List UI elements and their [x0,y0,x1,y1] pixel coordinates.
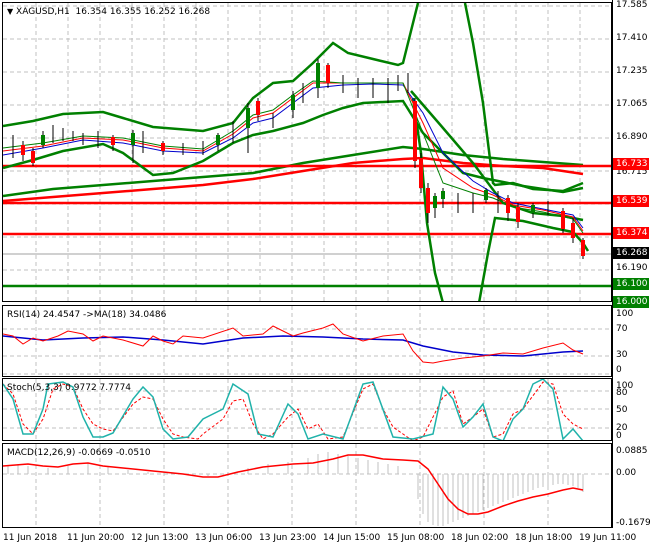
macd-tick: 0.00 [616,468,637,478]
price-tag-16539: 16.539 [613,195,649,207]
stoch-main-line [3,379,584,440]
rsi-tick: 100 [616,309,634,319]
bollinger-outer-ellipse [411,97,444,301]
price-tick: 17.065 [616,99,648,109]
time-label: 18 Jun 18:00 [515,533,573,543]
macd-panel[interactable]: MACD(12,26,9) -0.0669 -0.0510 [2,443,612,528]
price-tag-last: 16.268 [613,247,649,259]
price-tag-16374: 16.374 [613,227,649,239]
triangle-down-icon[interactable]: ▼ [7,7,14,16]
ohlc-values: 16.354 16.355 16.252 16.268 [75,7,211,17]
time-label: 11 Jun 20:00 [67,533,125,543]
time-label: 12 Jun 13:00 [131,533,189,543]
price-chart-svg [3,3,611,301]
bollinger-lower [3,99,584,194]
macd-signal-line [3,454,584,515]
stoch-svg [3,379,611,440]
rsi-svg [3,306,611,376]
rsi-tick: 0 [616,365,622,375]
macd-svg [3,444,611,527]
stoch-panel[interactable]: Stoch(5,3,3) 0.9772 7.7774 [2,378,612,441]
stoch-tick: 100 [616,381,634,391]
time-label: 13 Jun 06:00 [195,533,253,543]
stoch-tick: 20 [616,423,628,433]
price-chart-panel[interactable]: ▼ XAGUSD,H1 16.354 16.355 16.252 16.268 [2,2,612,302]
bollinger-upper [3,3,420,133]
price-tick: 17.585 [616,0,648,10]
price-axis-border [612,0,613,528]
macd-tick: 0.0885 [616,446,648,456]
stoch-signal-line [3,381,584,440]
time-label: 11 Jun 2018 [3,533,58,543]
rsi-panel[interactable]: RSI(14) 24.4547 ->MA(18) 34.0486 [2,305,612,377]
macd-tick: -0.1679 [616,518,650,528]
time-label: 14 Jun 15:00 [323,533,381,543]
macd-histogram [7,452,584,526]
bollinger-long-upper [3,145,584,198]
price-tag-16733: 16.733 [613,158,649,170]
chart-title: ▼ XAGUSD,H1 16.354 16.355 16.252 16.268 [7,7,210,17]
bollinger-outer-ellipse-2 [463,3,584,193]
stoch-tick: 50 [616,405,628,415]
time-label: 19 Jun 11:00 [579,533,637,543]
price-tick: 16.890 [616,132,648,142]
price-tick: 16.715 [616,167,648,177]
macd-title: MACD(12,26,9) -0.0669 -0.0510 [7,448,151,458]
stoch-tick: 80 [616,388,628,398]
price-tag-16000: 16.000 [613,296,649,308]
time-label: 15 Jun 08:00 [387,533,445,543]
time-label: 18 Jun 02:00 [451,533,509,543]
price-tick: 17.410 [616,33,648,43]
symbol-label: XAGUSD,H1 [16,7,70,17]
candlesticks [12,59,585,259]
rsi-tick: 30 [616,350,628,360]
grid [3,3,611,301]
rsi-tick: 70 [616,324,628,334]
time-label: 13 Jun 23:00 [259,533,317,543]
stoch-title: Stoch(5,3,3) 0.9772 7.7774 [7,383,132,393]
price-tick: 17.235 [616,66,648,76]
price-tag-16100: 16.100 [613,278,649,290]
rsi-line [3,323,584,364]
rsi-title: RSI(14) 24.4547 ->MA(18) 34.0486 [7,310,167,320]
stoch-tick: 0 [616,431,622,441]
price-tick: 16.190 [616,263,648,273]
